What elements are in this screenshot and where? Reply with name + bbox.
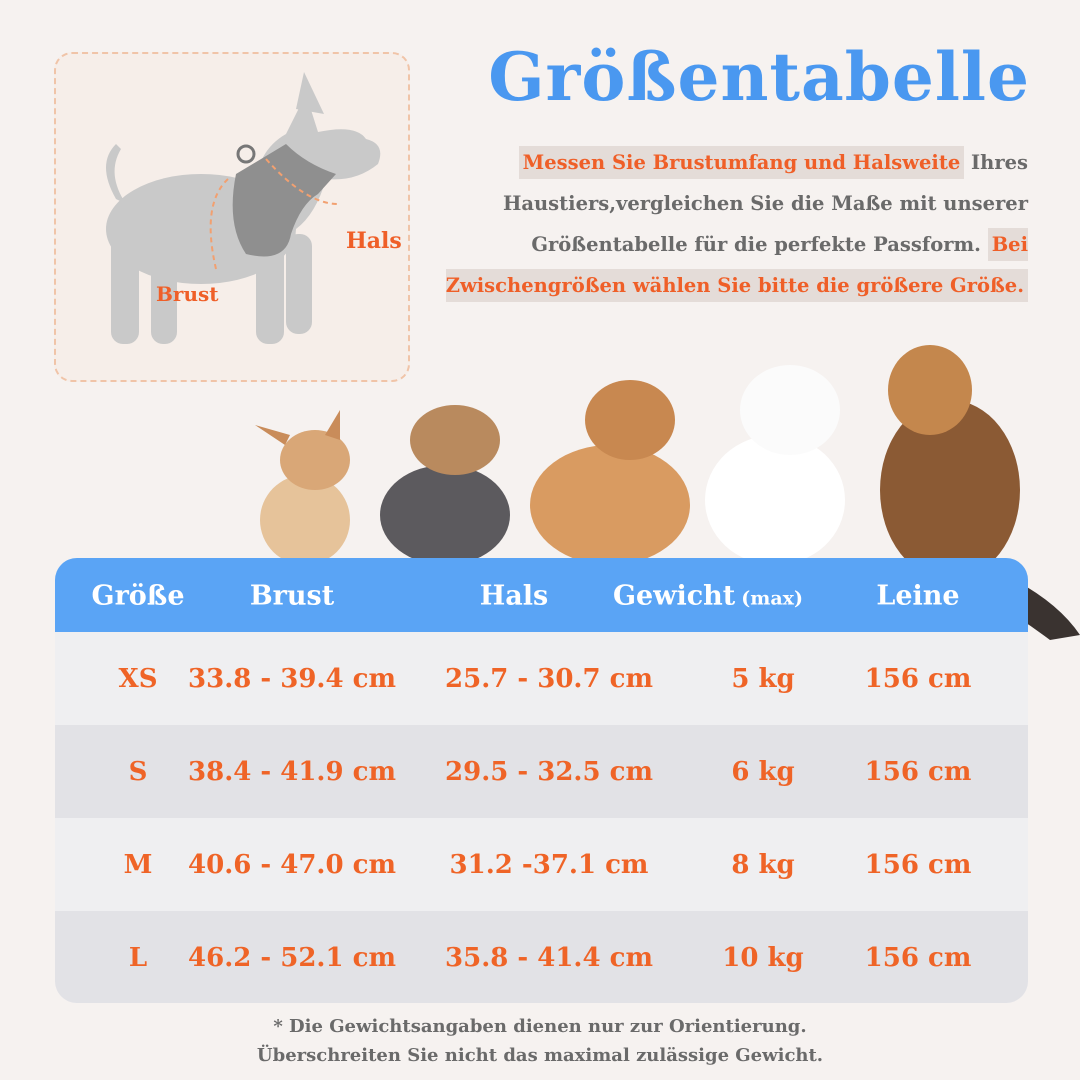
table-row: XS 33.8 - 39.4 cm 25.7 - 30.7 cm 5 kg 156 cm (55, 632, 1028, 725)
column-header-note: (max) (741, 587, 804, 610)
value-cell: 33.8 - 39.4 cm (188, 664, 396, 694)
size-cell: S (128, 757, 148, 787)
value-cell: 10 kg (722, 943, 804, 973)
value-cell: 156 cm (864, 943, 972, 973)
column-header: Gewicht (max) (613, 581, 803, 612)
table-row: L 46.2 - 52.1 cm 35.8 - 41.4 cm 10 kg 156 cm (55, 911, 1028, 1003)
dog-silhouette (106, 72, 381, 344)
harness-diagram: Hals Brust (54, 52, 410, 382)
pomeranian (530, 380, 690, 565)
maltese (705, 365, 845, 565)
yorkie (380, 405, 510, 565)
value-cell: 6 kg (731, 757, 795, 787)
size-table: Größe Brust Hals Gewicht (max) Leine XS 33.8 -… (55, 558, 1028, 1003)
value-cell: 5 kg (731, 664, 795, 694)
neck-label: Hals (346, 228, 402, 254)
intro-text: Messen Sie Brustumfang und Halsweite Ihr… (420, 142, 1028, 306)
value-cell: 40.6 - 47.0 cm (188, 850, 396, 880)
value-cell: 29.5 - 32.5 cm (445, 757, 653, 787)
column-header: Leine (876, 580, 960, 612)
chest-label: Brust (156, 282, 219, 306)
size-cell: M (123, 850, 153, 880)
value-cell: 31.2 -37.1 cm (449, 850, 649, 880)
value-cell: 46.2 - 52.1 cm (188, 943, 396, 973)
value-cell: 35.8 - 41.4 cm (445, 943, 653, 973)
size-cell: L (128, 943, 148, 973)
value-cell: 156 cm (864, 664, 972, 694)
table-row: S 38.4 - 41.9 cm 29.5 - 32.5 cm 6 kg 156 cm (55, 725, 1028, 818)
size-cell: XS (118, 664, 158, 694)
column-header: Größe (91, 580, 185, 612)
intro-highlight: Messen Sie Brustumfang und Halsweite (518, 146, 965, 179)
value-cell: 156 cm (864, 850, 972, 880)
value-cell: 156 cm (864, 757, 972, 787)
footnote-line: * Die Gewichtsangaben dienen nur zur Ori… (273, 1016, 807, 1037)
column-header-text: Gewicht (612, 580, 736, 612)
table-row: M 40.6 - 47.0 cm 31.2 -37.1 cm 8 kg 156 cm (55, 818, 1028, 911)
dogs-photo (255, 345, 1080, 640)
chihuahua (255, 410, 350, 565)
column-header: Hals (479, 580, 549, 612)
value-cell: 38.4 - 41.9 cm (188, 757, 396, 787)
value-cell: 8 kg (731, 850, 795, 880)
intro-body: Ihres Haustiers,vergleichen Sie die Maße… (502, 151, 1028, 256)
table-header: Größe Brust Hals Gewicht (max) Leine (55, 558, 1028, 632)
footnote-line: Überschreiten Sie nicht das maximal zulä… (256, 1045, 824, 1066)
column-header: Brust (249, 580, 335, 612)
footnote: * Die Gewichtsangaben dienen nur zur Ori… (0, 1012, 1080, 1070)
title: Größentabelle (488, 38, 1030, 116)
value-cell: 25.7 - 30.7 cm (445, 664, 653, 694)
